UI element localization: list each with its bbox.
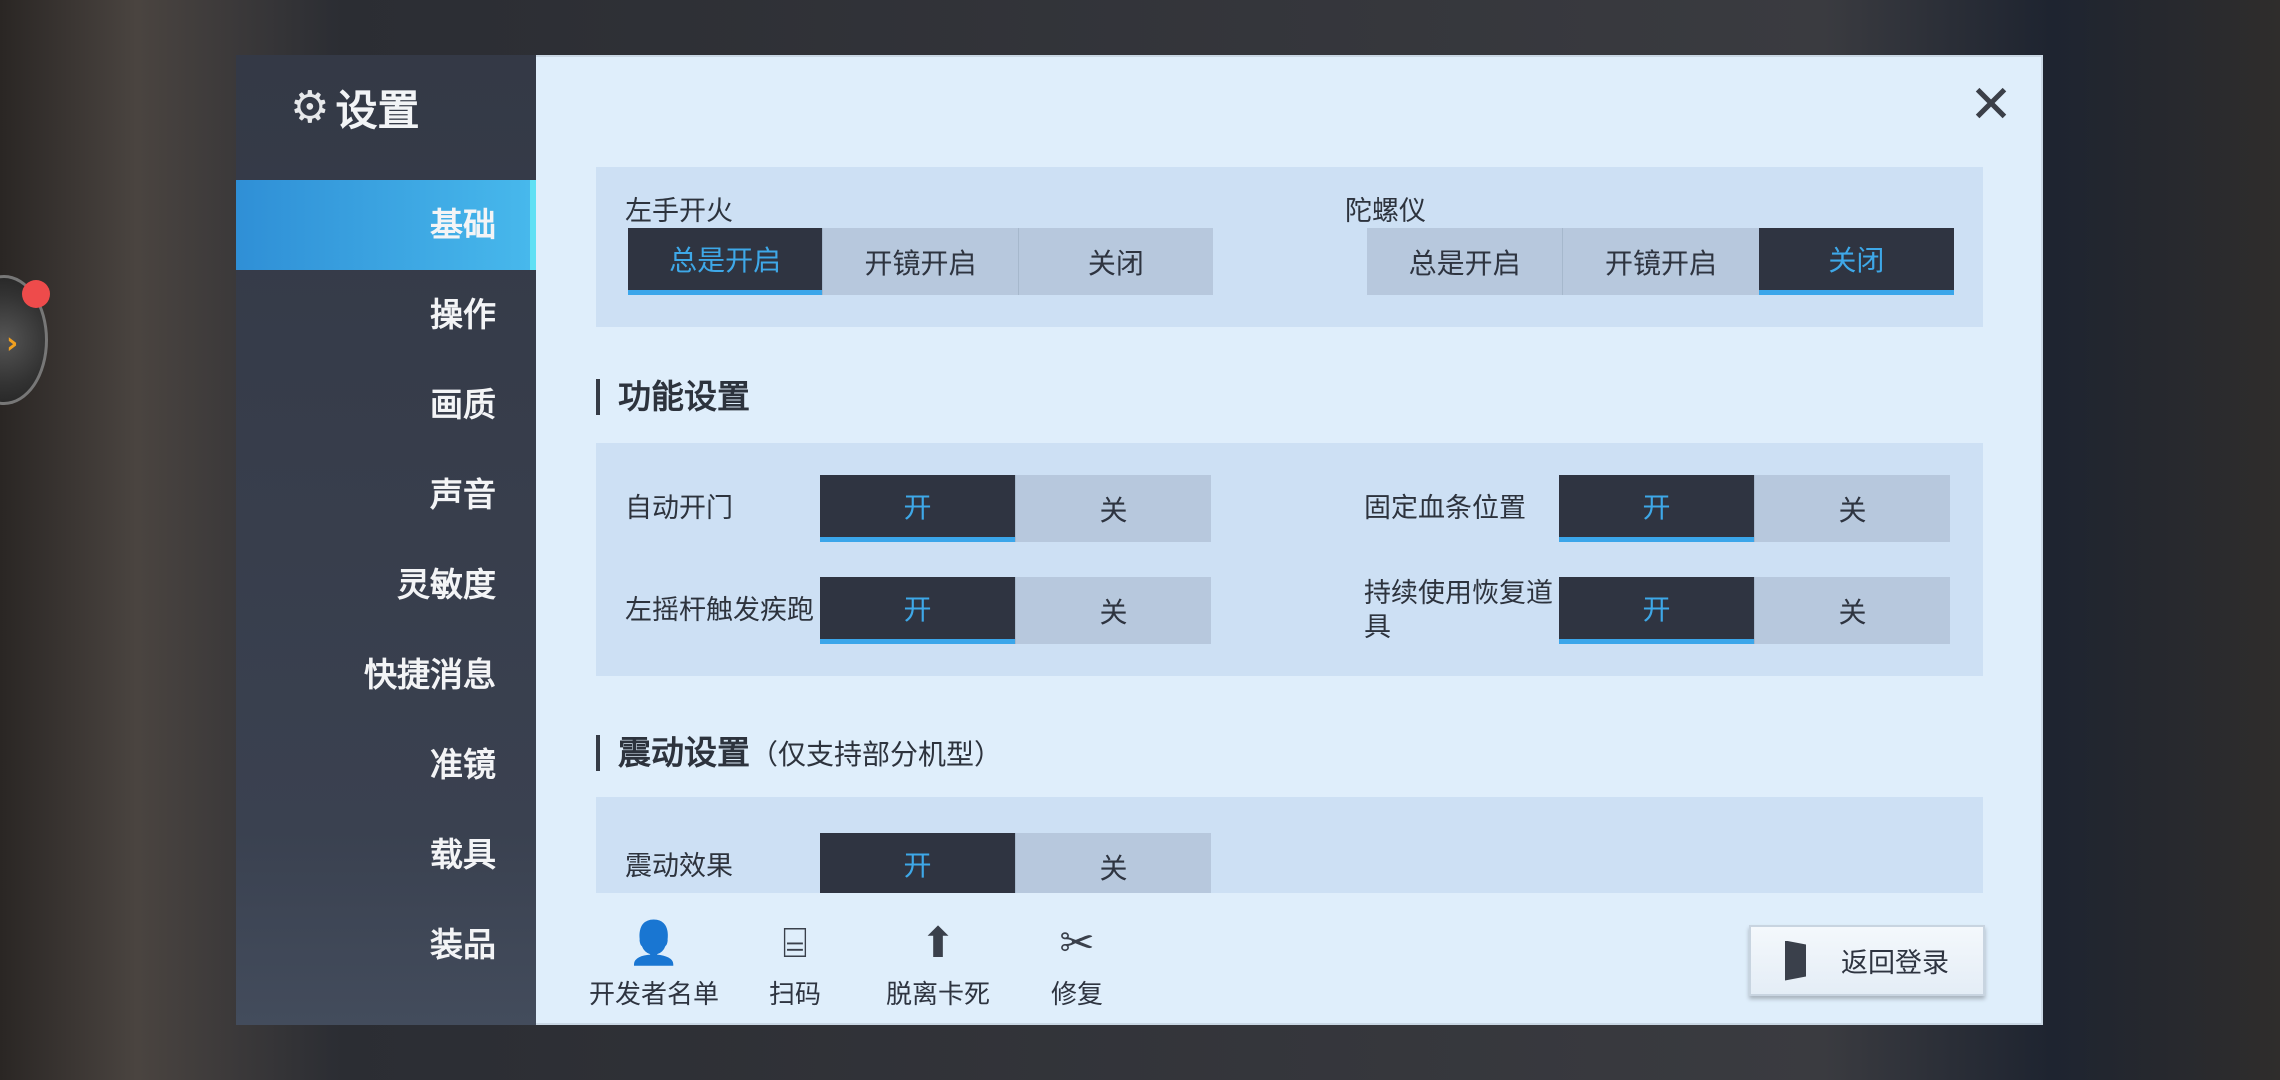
sidebar-item-5[interactable]: 快捷消息 [364,655,496,694]
gyro-label: 陀螺仪 [1345,196,1426,227]
settings-content[interactable]: 左手开火 总是开启 开镜开启 关闭 陀螺仪 总是开启 开镜开启 关闭 功能设置 自动开门… [536,150,2041,893]
vibration-card: 震动效果 开关 [596,797,1983,893]
toggle-switch: 开关 [820,577,1211,644]
option-0[interactable]: 总是开启 [628,228,823,295]
tool-button-0[interactable]: 👤 开发者名单 [579,918,729,1011]
sidebar-item-2[interactable]: 画质 [430,385,496,424]
basic-card: 左手开火 总是开启 开镜开启 关闭 陀螺仪 总是开启 开镜开启 关闭 [596,167,1983,327]
left-fire-selector: 总是开启 开镜开启 关闭 [628,228,1213,295]
toggle-label: 左摇杆触发疾跑 [625,594,814,626]
toggle-switch: 开关 [1559,475,1950,542]
function-card: 自动开门开关固定血条位置开关左摇杆触发疾跑开关持续使用恢复道具开关 [596,443,1983,676]
vibration-heading: 震动设置（仅支持部分机型） [596,735,1002,771]
toggle-off[interactable]: 关 [1754,577,1950,644]
sidebar-item-7[interactable]: 载具 [430,835,496,874]
left-fire-label: 左手开火 [625,196,733,227]
toggle-on[interactable]: 开 [1559,577,1754,644]
exit-door-icon [1785,940,1806,981]
gear-icon: ⚙ [290,81,330,133]
toggle-switch: 开关 [1559,577,1950,644]
contact-book-icon: 👤 [627,918,681,967]
option-1[interactable]: 开镜开启 [822,228,1017,295]
tool-button-3[interactable]: ✂ 修复 [1002,918,1152,1011]
toggle-label: 持续使用恢复道具 [1364,577,1553,643]
toggle-on[interactable]: 开 [1559,475,1754,542]
toggle-switch: 开关 [820,833,1211,893]
toggle-on[interactable]: 开 [820,475,1015,542]
vibration-title: 震动设置 [618,733,750,772]
chevron-right-icon: › [6,326,19,361]
toggle-label: 固定血条位置 [1364,492,1526,524]
sidebar-item-6[interactable]: 准镜 [430,745,496,784]
tool-button-1[interactable]: ⌸ 扫码 [720,918,870,1011]
back-to-login-button[interactable]: 返回登录 [1749,925,1985,996]
toggle-on[interactable]: 开 [820,833,1015,893]
toggle-off[interactable]: 关 [1015,475,1211,542]
option-2[interactable]: 关闭 [1017,228,1213,295]
title-text: 设置 [335,85,420,135]
vibration-note: （仅支持部分机型） [750,738,1003,771]
toggle-switch: 开关 [820,475,1211,542]
option-2[interactable]: 关闭 [1758,228,1954,295]
sidebar-item-1[interactable]: 操作 [430,295,496,334]
toggle-on[interactable]: 开 [820,577,1015,644]
scan-icon: ⌸ [782,918,808,967]
gyro-selector: 总是开启 开镜开启 关闭 [1367,228,1954,295]
tool-label: 开发者名单 [588,980,719,1010]
notification-dot [22,280,50,308]
tool-label: 脱离卡死 [885,980,990,1010]
close-icon[interactable]: ✕ [1969,75,2013,135]
option-0[interactable]: 总是开启 [1408,246,1521,280]
tool-button-2[interactable]: ⬆ 脱离卡死 [863,918,1013,1011]
toggle-label: 震动效果 [625,850,733,882]
tool-label: 修复 [1050,980,1103,1010]
wrench-screwdriver-icon: ✂ [1059,918,1095,967]
settings-title: ⚙ 设置 [290,81,419,135]
sidebar-item-0[interactable]: 基础 [236,180,536,270]
sidebar-item-8[interactable]: 装品 [430,925,496,960]
sidebar-item-3[interactable]: 声音 [430,475,496,514]
toggle-label: 自动开门 [625,492,733,524]
option-1[interactable]: 开镜开启 [1562,228,1758,295]
function-heading: 功能设置 [596,379,750,415]
sidebar-item-4[interactable]: 灵敏度 [397,565,496,604]
tool-label: 扫码 [768,980,821,1010]
toggle-off[interactable]: 关 [1015,833,1211,893]
upload-arrow-icon: ⬆ [920,918,956,967]
back-to-login-label: 返回登录 [1841,948,1949,979]
toggle-off[interactable]: 关 [1754,475,1950,542]
toggle-off[interactable]: 关 [1015,577,1211,644]
